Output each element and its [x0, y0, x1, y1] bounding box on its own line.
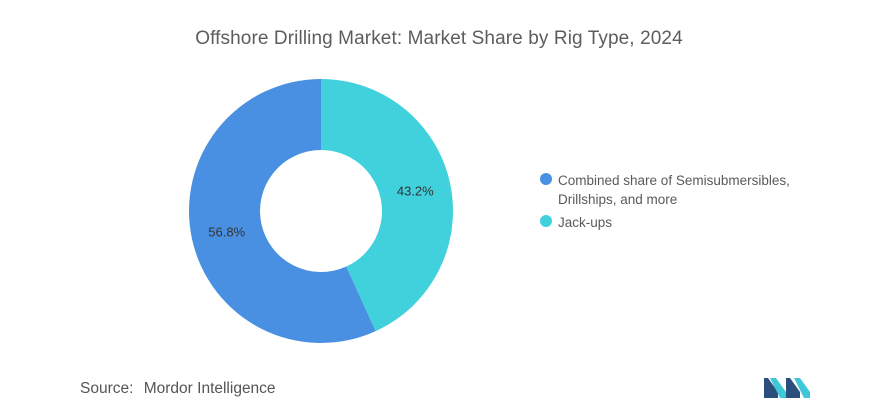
- legend-swatch-combined: [540, 173, 552, 185]
- source-text: Mordor Intelligence: [143, 380, 276, 397]
- legend-swatch-jack-ups: [540, 215, 552, 227]
- source-note: Source: Mordor Intelligence: [80, 380, 276, 398]
- legend-label-jack-ups: Jack-ups: [558, 215, 613, 230]
- chart-legend: Combined share of Semisubmersibles, Dril…: [540, 171, 840, 236]
- source-label: Source:: [80, 380, 134, 397]
- legend-item-combined: Combined share of Semisubmersibles, Dril…: [540, 171, 840, 209]
- legend-item-jack-ups: Jack-ups: [540, 213, 840, 232]
- slice-combined: [189, 79, 376, 343]
- legend-label-combined: Combined share of Semisubmersibles, Dril…: [558, 173, 790, 207]
- data-label-jack-ups: 43.2%: [397, 184, 434, 199]
- chart-title: Offshore Drilling Market: Market Share b…: [195, 28, 683, 49]
- mordor-intelligence-logo-icon: [764, 378, 810, 398]
- slice-jack-ups: [321, 79, 454, 332]
- data-label-combined: 56.8%: [208, 224, 245, 239]
